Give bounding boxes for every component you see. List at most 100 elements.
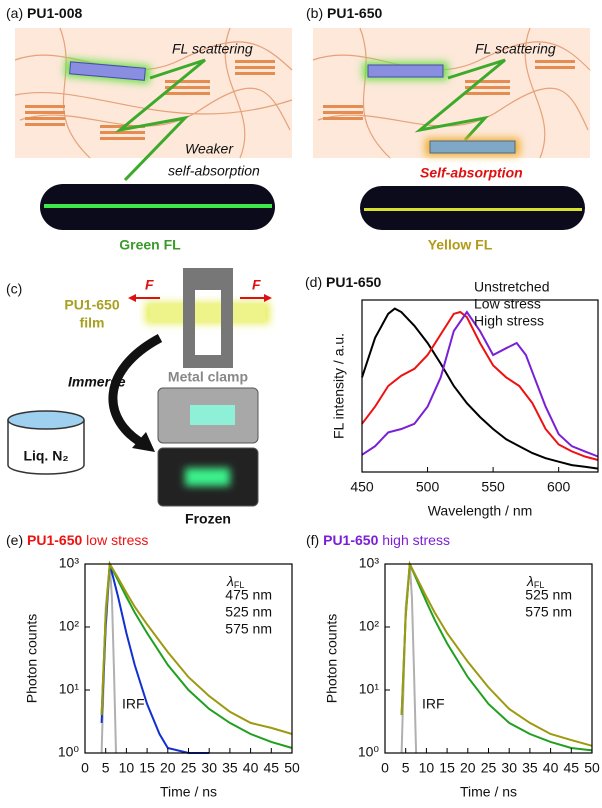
x-tick-label: 15 — [439, 760, 455, 776]
chart: (e) PU1-650 low stress 05 1015 20 2530 35 40 45… — [6, 532, 300, 800]
x-tick-label: 0 — [81, 760, 89, 776]
x-tick-label: 450 — [350, 479, 374, 495]
panel-b: (b) PU1-650 FL scattering Self-absorptio… — [306, 5, 590, 253]
chart-title: (e) PU1-650 low stress — [6, 532, 148, 548]
panel-label: (c) — [6, 281, 22, 297]
fiber-glow — [44, 204, 272, 208]
fiber-glow — [364, 208, 582, 211]
y-axis-label: Photon counts — [324, 614, 340, 704]
legend-entry: High stress — [474, 313, 544, 329]
legend-entry: 575 nm — [525, 604, 572, 620]
dewar-top — [8, 411, 84, 429]
x-tick-label: 40 — [243, 760, 259, 776]
annotation: Weaker — [185, 141, 234, 157]
x-tick-label: 50 — [584, 760, 600, 776]
x-tick-label: 5 — [102, 760, 110, 776]
figure: (a) PU1-008 FL scattering Weaker self-ab… — [0, 0, 602, 808]
x-tick-label: 35 — [522, 760, 538, 776]
x-tick-label: 0 — [381, 760, 389, 776]
x-tick-label: 20 — [460, 760, 476, 776]
chart: (d) PU1-650 450 500 550 600 Wavelength / nm FL… — [305, 274, 598, 519]
annotation: IRF — [422, 696, 445, 712]
title: PU1-650 — [326, 274, 381, 290]
panel-label: (b) PU1-650 — [306, 5, 382, 21]
data-line — [102, 564, 210, 753]
molecule — [368, 65, 443, 77]
annotation: FL scattering — [172, 41, 253, 57]
x-tick-label: 30 — [201, 760, 217, 776]
film-label: film — [80, 315, 105, 331]
legend-entry: 475 nm — [225, 587, 272, 603]
molecule — [430, 141, 515, 153]
chart: (f) PU1-650 high stress 05 1015 20 2530 35 40 4… — [306, 532, 600, 800]
data-line — [362, 312, 598, 457]
subtitle: high stress — [382, 532, 450, 548]
title: PU1-650 — [27, 532, 82, 548]
panel-c: (c) F F PU1-650 film Metal clamp Immerse… — [6, 268, 272, 527]
x-axis-label: Time / ns — [460, 784, 517, 800]
arrow-head — [264, 294, 272, 302]
annotation: IRF — [122, 696, 145, 712]
y-tick-label: 10² — [359, 618, 380, 634]
x-tick-label: 5 — [402, 760, 410, 776]
panel-label: (e) — [6, 532, 23, 548]
step-label: Immerse — [68, 374, 126, 390]
arrow-head — [128, 294, 136, 302]
y-tick-label: 10² — [59, 618, 80, 634]
legend-entry: 575 nm — [225, 621, 272, 637]
x-tick-label: 10 — [419, 760, 435, 776]
annotation: self-absorption — [168, 163, 260, 179]
x-tick-label: 15 — [139, 760, 155, 776]
annotation: Self-absorption — [420, 165, 523, 181]
x-tick-label: 45 — [564, 760, 580, 776]
y-tick-label: 10³ — [59, 555, 80, 571]
legend-entry: 525 nm — [525, 587, 572, 603]
arrow — [113, 338, 160, 445]
y-tick-label: 10¹ — [59, 681, 80, 697]
frozen-label: Frozen — [185, 511, 231, 527]
annotation: FL scattering — [475, 41, 556, 57]
x-tick-label: 600 — [547, 479, 571, 495]
subtitle: low stress — [86, 532, 148, 548]
y-axis-label: FL intensity / a.u. — [331, 333, 347, 439]
y-axis-label: Photon counts — [24, 614, 40, 704]
legend-entry: Unstretched — [474, 279, 549, 295]
x-axis-label: Time / ns — [160, 784, 217, 800]
chart-title: (d) PU1-650 — [305, 274, 381, 290]
x-tick-label: 550 — [481, 479, 505, 495]
force-label: F — [252, 277, 261, 293]
y-tick-label: 10¹ — [359, 681, 380, 697]
x-tick-label: 25 — [181, 760, 197, 776]
x-tick-label: 40 — [543, 760, 559, 776]
legend-entry: 525 nm — [225, 604, 272, 620]
panel-label: (f) — [306, 532, 319, 548]
film — [150, 305, 265, 321]
x-tick-label: 25 — [481, 760, 497, 776]
clamp-label: Metal clamp — [168, 369, 248, 385]
x-tick-label: 10 — [119, 760, 135, 776]
force-label: F — [145, 277, 154, 293]
film-label: PU1-650 — [64, 297, 119, 313]
x-tick-label: 50 — [284, 760, 300, 776]
result: Green FL — [119, 237, 181, 253]
panel-label: (d) — [305, 274, 322, 290]
x-tick-label: 20 — [160, 760, 176, 776]
x-axis-label: Wavelength / nm — [428, 503, 533, 519]
y-tick-label: 10⁰ — [58, 744, 80, 760]
chart-title: (f) PU1-650 high stress — [306, 532, 450, 548]
photo-sample — [185, 468, 230, 486]
result: Yellow FL — [428, 237, 493, 253]
x-tick-label: 45 — [264, 760, 280, 776]
legend-entry: Low stress — [474, 296, 541, 312]
x-tick-label: 500 — [416, 479, 440, 495]
liquid-label: Liq. N₂ — [23, 448, 68, 464]
title: PU1-650 — [323, 532, 378, 548]
photo-sample — [190, 405, 235, 425]
panel-label: (a) PU1-008 — [6, 5, 82, 21]
y-tick-label: 10³ — [359, 555, 380, 571]
x-tick-label: 30 — [501, 760, 517, 776]
y-tick-label: 10⁰ — [358, 744, 380, 760]
panel-a: (a) PU1-008 FL scattering Weaker self-ab… — [6, 5, 292, 253]
x-tick-label: 35 — [222, 760, 238, 776]
